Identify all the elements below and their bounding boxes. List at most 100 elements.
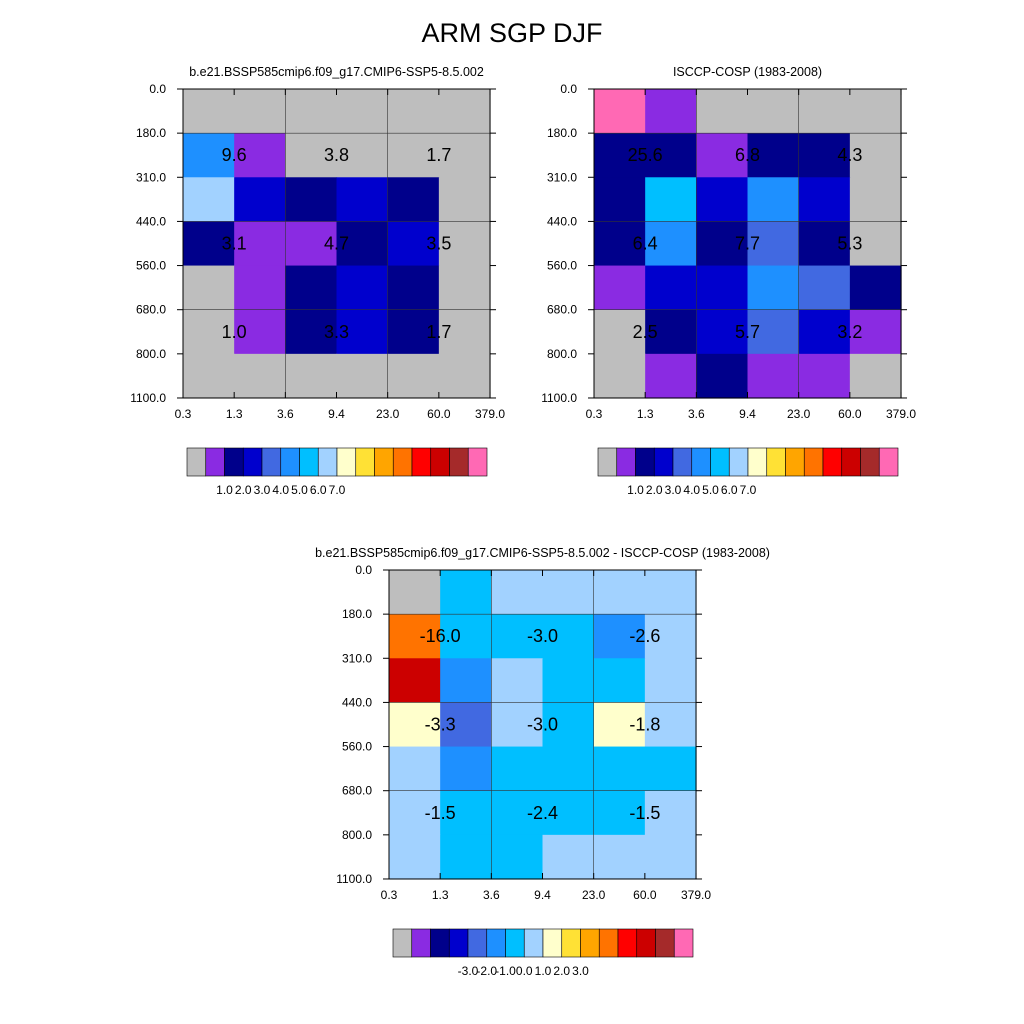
y-tick-label: 1100.0 <box>130 391 166 405</box>
heatmap-cell <box>491 834 544 880</box>
x-tick-label: 23.0 <box>582 888 606 902</box>
heatmap-cell <box>183 177 235 223</box>
colorbar-swatch <box>616 447 636 477</box>
summary-value: -16.0 <box>420 626 461 646</box>
colorbar-swatch <box>803 447 824 477</box>
colorbar-label: 5.0 <box>291 483 308 497</box>
heatmap-cell <box>542 790 595 836</box>
heatmap-cell <box>438 309 491 355</box>
colorbar-swatch <box>411 928 431 958</box>
heatmap-cell <box>234 265 286 311</box>
heatmap-cell <box>491 614 544 659</box>
heatmap-cell <box>849 309 902 355</box>
heatmap-cell <box>234 353 286 399</box>
heatmap-cell <box>645 177 697 223</box>
y-tick-label: 440.0 <box>136 214 166 228</box>
y-tick-label: 180.0 <box>342 607 372 621</box>
colorbar-label: 0.0 <box>516 964 533 978</box>
heatmap-cell <box>644 790 697 836</box>
colorbar-label: 7.0 <box>740 483 757 497</box>
colorbar-swatch <box>672 447 693 477</box>
summary-value: -3.0 <box>527 714 558 734</box>
colorbar-label: 4.0 <box>272 483 289 497</box>
x-tick-label: 0.3 <box>381 888 398 902</box>
colorbar-swatch <box>449 447 469 477</box>
y-tick-label: 310.0 <box>136 170 166 184</box>
y-tick-label: 680.0 <box>547 303 577 317</box>
heatmap-cell <box>234 89 286 134</box>
colorbar-swatch <box>822 447 843 477</box>
colorbar-swatch <box>374 447 394 477</box>
heatmap-cell <box>594 133 646 178</box>
colorbar-swatch <box>841 447 861 477</box>
summary-value: -1.8 <box>629 714 660 734</box>
colorbar-swatch <box>317 447 338 477</box>
heatmap-cell <box>491 790 544 836</box>
x-tick-label: 3.6 <box>688 407 705 421</box>
x-tick-label: 3.6 <box>277 407 294 421</box>
heatmap-cell <box>747 353 800 399</box>
heatmap-cell <box>183 309 235 355</box>
heatmap-cell <box>593 746 646 792</box>
y-tick-label: 800.0 <box>342 828 372 842</box>
colorbar-swatch <box>635 447 655 477</box>
y-tick-label: 1100.0 <box>336 872 372 886</box>
heatmap-cell <box>849 353 902 399</box>
heatmap-cell <box>594 221 646 267</box>
heatmap-cell <box>285 177 338 223</box>
colorbar-swatch <box>392 447 413 477</box>
colorbar-swatch <box>617 928 638 958</box>
colorbar-swatch <box>691 447 711 477</box>
colorbar-label: 4.0 <box>683 483 700 497</box>
colorbar-label: 2.0 <box>646 483 663 497</box>
colorbar-swatch <box>486 928 506 958</box>
colorbar-swatch <box>448 928 469 958</box>
heatmap-cell <box>747 221 800 267</box>
colorbar-label: 1.0 <box>216 483 233 497</box>
heatmap-cell <box>440 790 492 836</box>
heatmap-cell <box>747 265 800 311</box>
summary-value: 2.5 <box>633 322 658 342</box>
colorbar-swatch <box>467 447 488 477</box>
heatmap-cell <box>336 89 389 134</box>
heatmap-cell <box>440 834 492 880</box>
heatmap-cell <box>594 89 646 134</box>
heatmap-cell <box>387 309 440 355</box>
heatmap-cell <box>336 177 389 223</box>
heatmap-cell <box>798 353 851 399</box>
heatmap-cell <box>389 746 441 792</box>
summary-value: 3.2 <box>837 322 862 342</box>
heatmap-cell <box>645 353 697 399</box>
summary-value: 1.0 <box>222 322 247 342</box>
colorbar-swatch <box>224 447 244 477</box>
colorbar-swatch <box>597 447 618 477</box>
y-tick-label: 560.0 <box>547 259 577 273</box>
heatmap-cell <box>234 133 286 178</box>
heatmap-cell <box>285 221 338 267</box>
heatmap-cell <box>593 658 646 704</box>
heatmap-cell <box>542 658 595 704</box>
heatmap-cell <box>798 265 851 311</box>
colorbar-label: 1.0 <box>535 964 552 978</box>
colorbar-label: -2.0 <box>476 964 497 978</box>
summary-value: -1.5 <box>629 803 660 823</box>
heatmap-cell <box>491 746 544 792</box>
panel-observation: ISCCP-COSP (1983-2008) 0.3 1.3 3.6 9.4 23.0 60… <box>541 65 916 497</box>
colorbar-swatch <box>205 447 225 477</box>
heatmap-cell <box>542 570 595 615</box>
heatmap-cell <box>593 614 646 659</box>
heatmap-cell <box>389 790 441 836</box>
colorbar-swatch <box>261 447 282 477</box>
y-tick-label: 560.0 <box>136 259 166 273</box>
heatmap-cell <box>747 177 800 223</box>
colorbar-swatch <box>580 928 600 958</box>
x-tick-label: 23.0 <box>787 407 811 421</box>
y-tick-label: 680.0 <box>136 303 166 317</box>
heatmap-cell <box>798 89 851 134</box>
summary-value: 1.7 <box>426 322 451 342</box>
summary-value: 6.8 <box>735 145 760 165</box>
heatmap-cell <box>696 221 749 267</box>
heatmap-cell <box>387 265 440 311</box>
summary-value: 3.5 <box>426 233 451 253</box>
